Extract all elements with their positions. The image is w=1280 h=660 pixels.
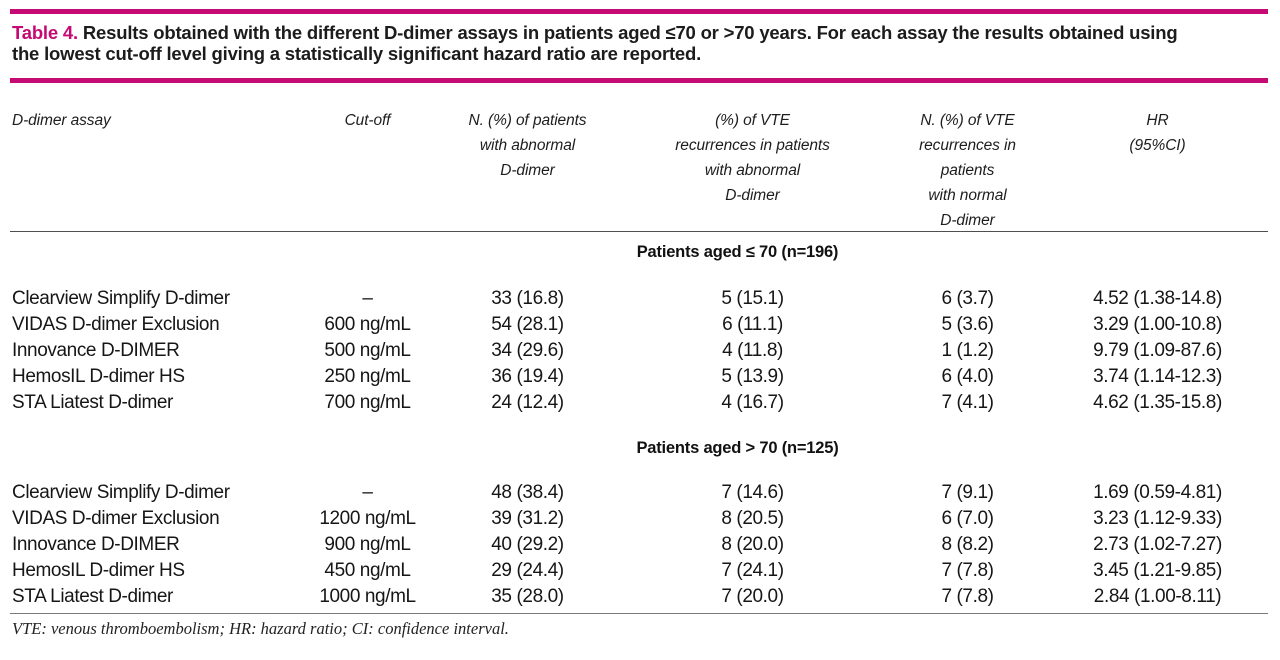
vte-normal-cell: 6 (4.0): [941, 366, 994, 387]
hr-cell: 3.29 (1.00-10.8): [1093, 314, 1222, 335]
table-row: Clearview Simplify D-dimer – 33 (16.8) 5…: [0, 286, 1280, 312]
cutoff-cell: 1000 ng/mL: [319, 586, 416, 607]
vte-abnormal-cell: 4 (11.8): [722, 340, 783, 361]
hr-cell: 4.52 (1.38-14.8): [1093, 288, 1222, 309]
header-rule: [10, 231, 1268, 232]
abnormal-patients-cell: 24 (12.4): [491, 392, 564, 413]
top-accent-rule: [10, 9, 1268, 14]
abnormal-patients-cell: 36 (19.4): [491, 366, 564, 387]
hr-cell: 3.45 (1.21-9.85): [1093, 560, 1222, 581]
column-header-vte-normal: N. (%) of VTE recurrences in patients wi…: [919, 112, 1016, 229]
vte-normal-cell: 6 (7.0): [941, 508, 994, 529]
assay-cell: Clearview Simplify D-dimer: [12, 482, 230, 503]
hr-cell: 3.74 (1.14-12.3): [1093, 366, 1222, 387]
column-header-hr: HR (95%CI): [1129, 112, 1186, 154]
table-row: Clearview Simplify D-dimer – 48 (38.4) 7…: [0, 480, 1280, 506]
column-header-abnormal-patients: N. (%) of patients with abnormal D-dimer: [468, 112, 587, 179]
cutoff-cell: 500 ng/mL: [324, 340, 411, 361]
vte-abnormal-cell: 4 (16.7): [721, 392, 784, 413]
cutoff-cell: 450 ng/mL: [324, 560, 411, 581]
caption-label: Table 4.: [12, 22, 78, 43]
vte-abnormal-cell: 7 (24.1): [721, 560, 784, 581]
assay-cell: VIDAS D-dimer Exclusion: [12, 508, 220, 529]
vte-abnormal-cell: 7 (14.6): [721, 482, 784, 503]
abnormal-patients-cell: 39 (31.2): [491, 508, 564, 529]
assay-cell: Innovance D-DIMER: [12, 340, 180, 361]
vte-abnormal-cell: 7 (20.0): [721, 586, 784, 607]
table-row: STA Liatest D-dimer 1000 ng/mL 35 (28.0)…: [0, 584, 1280, 610]
assay-cell: HemosIL D-dimer HS: [12, 560, 185, 581]
hr-cell: 2.84 (1.00-8.11): [1093, 586, 1222, 607]
cutoff-cell: 700 ng/mL: [324, 392, 411, 413]
vte-normal-cell: 7 (9.1): [941, 482, 994, 503]
vte-abnormal-cell: 8 (20.0): [721, 534, 784, 555]
caption-line-1: Table 4. Results obtained with the diffe…: [12, 22, 1268, 43]
cutoff-cell: 1200 ng/mL: [319, 508, 416, 529]
caption-text-2: the lowest cut-off level giving a statis…: [12, 43, 702, 64]
vte-normal-cell: 7 (7.8): [941, 560, 994, 581]
assay-cell: Clearview Simplify D-dimer: [12, 288, 230, 309]
hr-cell: 3.23 (1.12-9.33): [1093, 508, 1222, 529]
abnormal-patients-cell: 33 (16.8): [491, 288, 564, 309]
section-header-aged-gt70: Patients aged > 70 (n=125): [0, 416, 1280, 480]
column-header-vte-abnormal: (%) of VTE recurrences in patients with …: [675, 112, 830, 204]
abnormal-patients-cell: 34 (29.6): [491, 340, 564, 361]
abnormal-patients-cell: 35 (28.0): [491, 586, 564, 607]
vte-normal-cell: 6 (3.7): [941, 288, 994, 309]
vte-abnormal-cell: 5 (15.1): [721, 288, 784, 309]
results-table: D-dimer assay Cut-off N. (%) of patients…: [0, 102, 1280, 610]
hr-cell: 2.73 (1.02-7.27): [1093, 534, 1222, 555]
table-footnote: VTE: venous thromboembolism; HR: hazard …: [12, 619, 509, 638]
vte-normal-cell: 8 (8.2): [941, 534, 994, 555]
cutoff-cell: 250 ng/mL: [324, 366, 411, 387]
table-caption: Table 4. Results obtained with the diffe…: [12, 22, 1268, 64]
abnormal-patients-cell: 48 (38.4): [491, 482, 564, 503]
table-row: HemosIL D-dimer HS 250 ng/mL 36 (19.4) 5…: [0, 364, 1280, 390]
footnote-rule: [10, 613, 1268, 614]
caption-bottom-accent-rule: [10, 78, 1268, 83]
abnormal-patients-cell: 54 (28.1): [491, 314, 564, 335]
vte-normal-cell: 5 (3.6): [941, 314, 994, 335]
assay-cell: STA Liatest D-dimer: [12, 586, 173, 607]
column-header-row: D-dimer assay Cut-off N. (%) of patients…: [0, 102, 1280, 233]
assay-cell: VIDAS D-dimer Exclusion: [12, 314, 220, 335]
vte-normal-cell: 1 (1.2): [941, 340, 994, 361]
vte-abnormal-cell: 8 (20.5): [721, 508, 784, 529]
hr-cell: 1.69 (0.59-4.81): [1093, 482, 1222, 503]
section-header-aged-le70: Patients aged ≤ 70 (n=196): [0, 233, 1280, 286]
table-row: Innovance D-DIMER 900 ng/mL 40 (29.2) 8 …: [0, 532, 1280, 558]
cutoff-cell: 900 ng/mL: [324, 534, 411, 555]
table-row: Innovance D-DIMER 500 ng/mL 34 (29.6) 4 …: [0, 338, 1280, 364]
section-title: Patients aged ≤ 70 (n=196): [636, 243, 839, 261]
assay-cell: Innovance D-DIMER: [12, 534, 180, 555]
vte-abnormal-cell: 6 (11.1): [722, 314, 783, 335]
vte-normal-cell: 7 (7.8): [941, 586, 994, 607]
hr-cell: 9.79 (1.09-87.6): [1093, 340, 1222, 361]
caption-text-1: Results obtained with the different D-di…: [82, 22, 1178, 43]
table-row: VIDAS D-dimer Exclusion 600 ng/mL 54 (28…: [0, 312, 1280, 338]
vte-normal-cell: 7 (4.1): [941, 392, 994, 413]
cutoff-cell: –: [362, 288, 373, 309]
abnormal-patients-cell: 29 (24.4): [491, 560, 564, 581]
cutoff-cell: –: [362, 482, 373, 503]
section-title: Patients aged > 70 (n=125): [636, 439, 839, 457]
vte-abnormal-cell: 5 (13.9): [721, 366, 784, 387]
assay-cell: STA Liatest D-dimer: [12, 392, 173, 413]
cutoff-cell: 600 ng/mL: [324, 314, 411, 335]
column-header-assay: D-dimer assay: [12, 112, 111, 129]
table-row: VIDAS D-dimer Exclusion 1200 ng/mL 39 (3…: [0, 506, 1280, 532]
table-row: HemosIL D-dimer HS 450 ng/mL 29 (24.4) 7…: [0, 558, 1280, 584]
hr-cell: 4.62 (1.35-15.8): [1093, 392, 1222, 413]
abnormal-patients-cell: 40 (29.2): [491, 534, 564, 555]
table-row: STA Liatest D-dimer 700 ng/mL 24 (12.4) …: [0, 390, 1280, 416]
column-header-cutoff: Cut-off: [344, 112, 391, 129]
assay-cell: HemosIL D-dimer HS: [12, 366, 185, 387]
